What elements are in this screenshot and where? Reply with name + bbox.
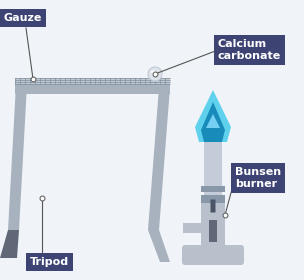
Text: Bunsen
burner: Bunsen burner (235, 167, 281, 189)
Circle shape (148, 67, 162, 81)
Polygon shape (0, 230, 19, 258)
Polygon shape (195, 90, 231, 142)
Text: Gauze: Gauze (4, 13, 42, 23)
FancyBboxPatch shape (210, 199, 216, 213)
FancyBboxPatch shape (201, 195, 225, 248)
FancyBboxPatch shape (201, 186, 225, 192)
FancyBboxPatch shape (15, 82, 170, 94)
Polygon shape (183, 223, 201, 233)
Polygon shape (8, 94, 26, 230)
FancyBboxPatch shape (201, 195, 225, 203)
FancyBboxPatch shape (204, 140, 222, 195)
Text: Tripod: Tripod (30, 257, 69, 267)
Polygon shape (148, 94, 170, 230)
FancyBboxPatch shape (15, 78, 170, 84)
Polygon shape (201, 102, 225, 142)
Polygon shape (206, 114, 220, 128)
Circle shape (151, 70, 155, 74)
Text: Calcium
carbonate: Calcium carbonate (218, 39, 281, 61)
FancyBboxPatch shape (209, 220, 217, 242)
FancyBboxPatch shape (182, 245, 244, 265)
Polygon shape (148, 230, 170, 262)
